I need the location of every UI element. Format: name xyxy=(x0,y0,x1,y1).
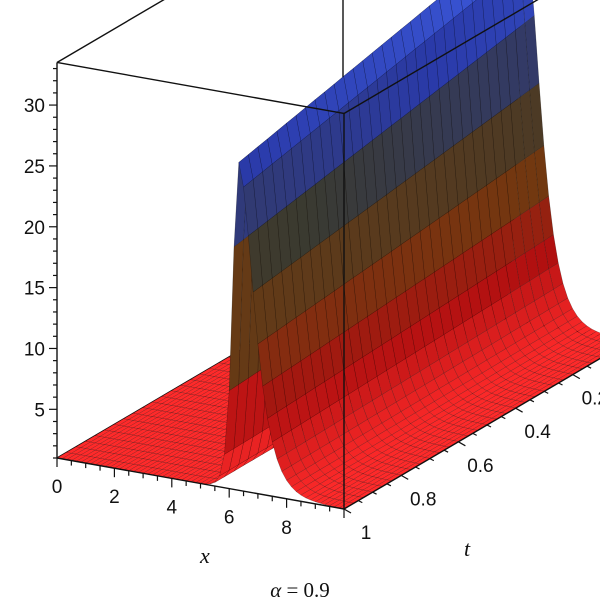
caption: α = 0.9 xyxy=(0,578,600,603)
x-tick-label-2: 2 xyxy=(109,487,120,508)
t-tick-mark xyxy=(443,449,449,453)
box-edge-right-top xyxy=(343,0,539,115)
t-tick-mark xyxy=(429,458,435,462)
box-edge-front-top xyxy=(56,61,345,115)
z-tick-label-25: 25 xyxy=(24,157,45,178)
z-tick-label-5: 5 xyxy=(34,400,45,421)
t-tick-mark xyxy=(400,474,409,480)
t-tick-mark xyxy=(586,365,592,369)
t-tick-mark xyxy=(572,374,581,380)
t-tick-label-1: 0.2 xyxy=(582,389,600,410)
z-tick-label-15: 15 xyxy=(24,279,45,300)
caption-text: = 0.9 xyxy=(281,578,330,602)
t-tick-mark xyxy=(486,424,492,428)
z-tick-label-20: 20 xyxy=(24,218,45,239)
z-tick-label-30: 30 xyxy=(24,96,45,117)
t-tick-label-2: 0.4 xyxy=(524,422,551,443)
x-tick-label-4: 4 xyxy=(167,497,178,518)
t-tick-label-3: 0.6 xyxy=(467,456,493,477)
x-tick-label-6: 6 xyxy=(224,508,235,529)
t-tick-mark xyxy=(472,432,477,436)
t-tick-mark xyxy=(458,441,466,447)
z-axis-ticks: 5 10 15 20 25 30 xyxy=(24,67,57,459)
t-tick-mark xyxy=(386,483,392,487)
box-edge-back-left-top xyxy=(56,0,165,64)
t-tick-mark xyxy=(372,491,377,495)
x-tick-label-0: 0 xyxy=(52,477,63,498)
t-axis-ticks: 00.20.40.60.81 xyxy=(343,365,600,544)
t-axis-title: t xyxy=(464,536,471,561)
t-tick-mark xyxy=(515,407,523,413)
t-tick-mark xyxy=(529,399,535,403)
t-tick-mark xyxy=(343,508,352,514)
surface-mesh xyxy=(56,0,600,510)
t-tick-mark xyxy=(415,466,420,470)
x-tick-label-8: 8 xyxy=(281,518,292,539)
t-tick-mark xyxy=(358,500,363,504)
t-tick-label-4: 0.8 xyxy=(410,489,436,510)
x-axis-title: x xyxy=(199,543,210,568)
t-tick-mark xyxy=(543,390,549,394)
z-tick-label-10: 10 xyxy=(24,339,45,360)
t-tick-mark xyxy=(501,416,506,420)
t-tick-label-5: 1 xyxy=(361,523,372,544)
t-tick-mark xyxy=(558,382,563,386)
x-axis-ticks: 0 2 4 6 8 xyxy=(52,458,345,539)
caption-symbol: α xyxy=(270,578,282,602)
